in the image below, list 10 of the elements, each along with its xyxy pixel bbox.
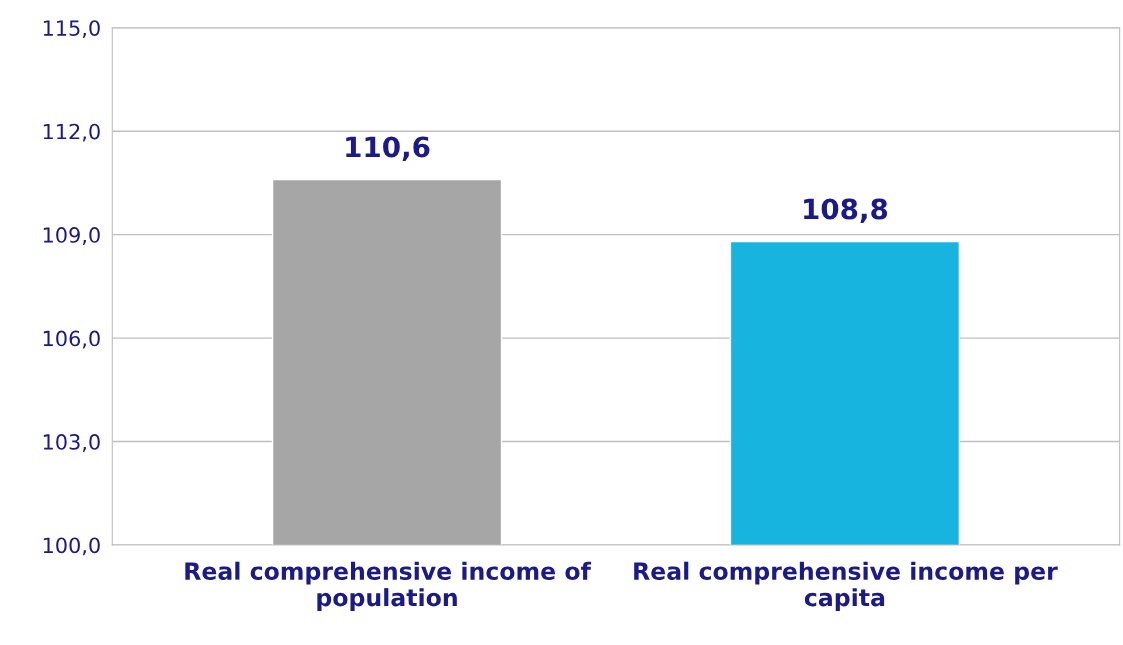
data-label: 108,8 bbox=[804, 198, 888, 224]
y-tick-label: 103,0 bbox=[43, 434, 100, 452]
y-tick-label: 109,0 bbox=[43, 227, 100, 245]
x-tick-label: Real comprehensive income of population bbox=[185, 561, 592, 611]
y-tick-label: 106,0 bbox=[43, 330, 100, 349]
y-tick-label: 112,0 bbox=[43, 123, 100, 142]
y-tick-label: 115,0 bbox=[43, 20, 100, 39]
y-tick-label: 100,0 bbox=[43, 537, 100, 556]
x-tick-label: Real comprehensive income per capita bbox=[634, 561, 1058, 611]
data-label: 110,6 bbox=[346, 136, 430, 161]
